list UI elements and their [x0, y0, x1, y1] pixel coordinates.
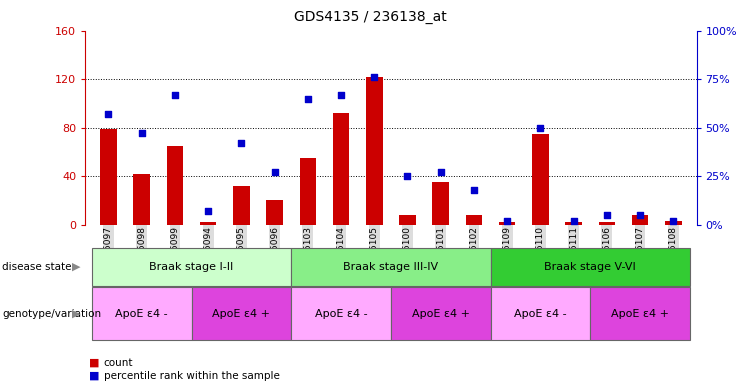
- Text: Braak stage III-IV: Braak stage III-IV: [343, 262, 439, 272]
- Bar: [333, 113, 349, 225]
- Text: GDS4135 / 236138_at: GDS4135 / 236138_at: [294, 10, 447, 23]
- Bar: [532, 134, 548, 225]
- Bar: [167, 146, 183, 225]
- Text: Braak stage I-II: Braak stage I-II: [150, 262, 233, 272]
- Point: [136, 131, 147, 137]
- Bar: [599, 222, 615, 225]
- Text: ■: ■: [89, 358, 99, 368]
- Point: [435, 169, 447, 175]
- Point: [468, 187, 480, 193]
- Text: ApoE ε4 +: ApoE ε4 +: [412, 308, 470, 319]
- Bar: [133, 174, 150, 225]
- Text: ApoE ε4 +: ApoE ε4 +: [611, 308, 669, 319]
- Text: Braak stage V-VI: Braak stage V-VI: [545, 262, 636, 272]
- Text: ▶: ▶: [72, 308, 80, 319]
- Bar: [233, 186, 250, 225]
- Point: [102, 111, 114, 117]
- Text: ▶: ▶: [72, 262, 80, 272]
- Text: percentile rank within the sample: percentile rank within the sample: [104, 371, 279, 381]
- Point: [302, 96, 313, 102]
- Bar: [465, 215, 482, 225]
- Point: [534, 125, 546, 131]
- Bar: [433, 182, 449, 225]
- Point: [169, 92, 181, 98]
- Text: ApoE ε4 -: ApoE ε4 -: [315, 308, 368, 319]
- Bar: [565, 222, 582, 225]
- Bar: [366, 77, 382, 225]
- Point: [236, 140, 247, 146]
- Text: disease state: disease state: [2, 262, 72, 272]
- Bar: [399, 215, 416, 225]
- Text: count: count: [104, 358, 133, 368]
- Point: [269, 169, 281, 175]
- Point: [501, 218, 513, 224]
- Bar: [632, 215, 648, 225]
- Point: [368, 74, 380, 80]
- Point: [668, 218, 679, 224]
- Bar: [100, 129, 117, 225]
- Bar: [299, 158, 316, 225]
- Bar: [665, 221, 682, 225]
- Text: ApoE ε4 -: ApoE ε4 -: [116, 308, 168, 319]
- Point: [335, 92, 347, 98]
- Bar: [499, 222, 516, 225]
- Bar: [200, 222, 216, 225]
- Text: ■: ■: [89, 371, 99, 381]
- Bar: [266, 200, 283, 225]
- Point: [568, 218, 579, 224]
- Text: ApoE ε4 -: ApoE ε4 -: [514, 308, 567, 319]
- Point: [202, 208, 214, 214]
- Text: genotype/variation: genotype/variation: [2, 308, 102, 319]
- Point: [402, 173, 413, 179]
- Text: ApoE ε4 +: ApoE ε4 +: [213, 308, 270, 319]
- Point: [634, 212, 646, 218]
- Point: [601, 212, 613, 218]
